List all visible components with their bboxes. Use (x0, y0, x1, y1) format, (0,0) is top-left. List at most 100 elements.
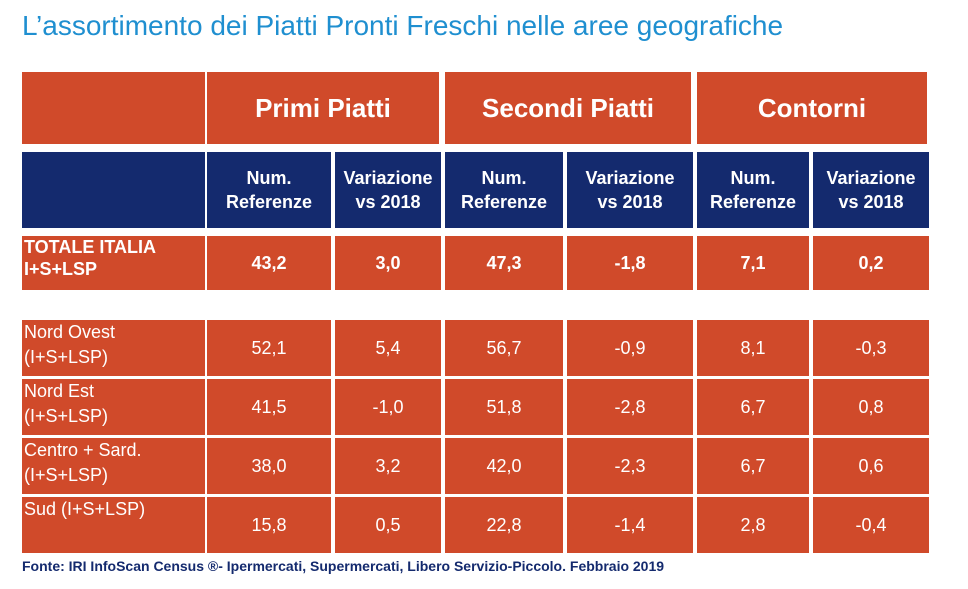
row-value-cell: 15,8 (207, 497, 331, 553)
row-value: 41,5 (251, 396, 287, 417)
row-value: 8,1 (740, 337, 766, 358)
total-value: 0,2 (858, 252, 884, 273)
row-value-cell: -2,8 (567, 379, 693, 435)
row-value-cell: -1,0 (335, 379, 441, 435)
group-header: Contorni (757, 92, 867, 123)
header-corner-cell (22, 72, 205, 144)
row-value: 52,1 (251, 337, 287, 358)
total-value: 43,2 (251, 252, 287, 273)
total-label-cell: TOTALE ITALIA I+S+LSP (22, 236, 205, 290)
row-value-cell: -0,3 (813, 320, 929, 376)
row-value-cell: 0,6 (813, 438, 929, 494)
row-value-cell: -0,4 (813, 497, 929, 553)
row-value: 6,7 (740, 455, 766, 476)
row-value-cell: 0,8 (813, 379, 929, 435)
group-header: Primi Piatti (255, 92, 391, 123)
subheader-line: Referenze (460, 192, 548, 212)
row-value-cell: 2,8 (697, 497, 809, 553)
source-note: Fonte: IRI InfoScan Census ®- Ipermercat… (22, 558, 665, 574)
row-label-cell: Sud (I+S+LSP) (22, 497, 205, 553)
row-value: -2,3 (614, 455, 646, 476)
subheader-line: Num. (481, 168, 527, 188)
row-label-line: (I+S+LSP) (24, 347, 109, 367)
group-header-cell: Contorni (697, 72, 927, 144)
subheader-cell: Num. Referenze (697, 152, 809, 228)
row-value: 22,8 (486, 514, 522, 535)
row-value: -0,3 (855, 337, 887, 358)
row-value: 56,7 (486, 337, 522, 358)
subheader-cell: Variazione vs 2018 (567, 152, 693, 228)
total-value-cell: 47,3 (445, 236, 563, 290)
row-label-line: (I+S+LSP) (24, 406, 109, 426)
row-value-cell: 56,7 (445, 320, 563, 376)
row-value: -1,0 (372, 396, 404, 417)
row-value: 0,6 (858, 455, 884, 476)
row-value-cell: 0,5 (335, 497, 441, 553)
row-value-cell: 51,8 (445, 379, 563, 435)
total-value: 7,1 (740, 252, 766, 273)
group-header: Secondi Piatti (482, 92, 654, 123)
subheader-line: Variazione (585, 168, 675, 188)
total-value-cell: -1,8 (567, 236, 693, 290)
row-value-cell: -1,4 (567, 497, 693, 553)
row-label-line: (I+S+LSP) (24, 465, 109, 485)
group-header-cell: Primi Piatti (207, 72, 439, 144)
subheader-line: Variazione (826, 168, 916, 188)
total-label-line: I+S+LSP (24, 259, 98, 279)
subheader-line: Referenze (709, 192, 797, 212)
row-label-cell: Nord Est (I+S+LSP) (22, 379, 205, 435)
subheader-line: Referenze (225, 192, 313, 212)
row-value: 5,4 (375, 337, 401, 358)
total-value-cell: 0,2 (813, 236, 929, 290)
row-value-cell: 6,7 (697, 379, 809, 435)
subheader-line: Num. (730, 168, 776, 188)
total-value-cell: 7,1 (697, 236, 809, 290)
page-title: L’assortimento dei Piatti Pronti Freschi… (22, 10, 784, 41)
total-value-cell: 43,2 (207, 236, 331, 290)
total-value: -1,8 (614, 252, 646, 273)
row-value-cell: 38,0 (207, 438, 331, 494)
subheader-line: Variazione (343, 168, 433, 188)
row-value: 6,7 (740, 396, 766, 417)
row-value: 51,8 (486, 396, 522, 417)
subheader-line: vs 2018 (355, 192, 421, 212)
subheader-line: Num. (246, 168, 292, 188)
row-value-cell: 6,7 (697, 438, 809, 494)
row-value-cell: 22,8 (445, 497, 563, 553)
row-label-cell: Nord Ovest (I+S+LSP) (22, 320, 205, 376)
row-value-cell: -2,3 (567, 438, 693, 494)
row-value-cell: 42,0 (445, 438, 563, 494)
row-value-cell: 41,5 (207, 379, 331, 435)
row-label-line: Nord Est (24, 381, 95, 401)
subheader-cell: Variazione vs 2018 (813, 152, 929, 228)
row-value: -0,4 (855, 514, 887, 535)
total-value: 3,0 (375, 252, 401, 273)
row-label-line: Nord Ovest (24, 322, 116, 342)
row-value-cell: 5,4 (335, 320, 441, 376)
row-value-cell: 3,2 (335, 438, 441, 494)
total-label-line: TOTALE ITALIA (24, 237, 156, 257)
row-value: -0,9 (614, 337, 646, 358)
total-value: 47,3 (486, 252, 522, 273)
subheader-corner-cell (22, 152, 205, 228)
row-label-line: Sud (I+S+LSP) (24, 499, 146, 519)
row-value-cell: 8,1 (697, 320, 809, 376)
total-value-cell: 3,0 (335, 236, 441, 290)
row-value: 3,2 (375, 455, 401, 476)
subheader-line: vs 2018 (597, 192, 663, 212)
row-value: 38,0 (251, 455, 287, 476)
row-value: -2,8 (614, 396, 646, 417)
row-label-line: Centro + Sard. (24, 440, 142, 460)
row-value: 42,0 (486, 455, 522, 476)
row-value: 0,8 (858, 396, 884, 417)
group-header-cell: Secondi Piatti (445, 72, 691, 144)
row-value-cell: 52,1 (207, 320, 331, 376)
subheader-line: vs 2018 (838, 192, 904, 212)
row-value: 15,8 (251, 514, 287, 535)
row-value: 2,8 (740, 514, 766, 535)
subheader-cell: Num. Referenze (207, 152, 331, 228)
row-value: 0,5 (375, 514, 401, 535)
row-value-cell: -0,9 (567, 320, 693, 376)
subheader-cell: Num. Referenze (445, 152, 563, 228)
row-value: -1,4 (614, 514, 646, 535)
